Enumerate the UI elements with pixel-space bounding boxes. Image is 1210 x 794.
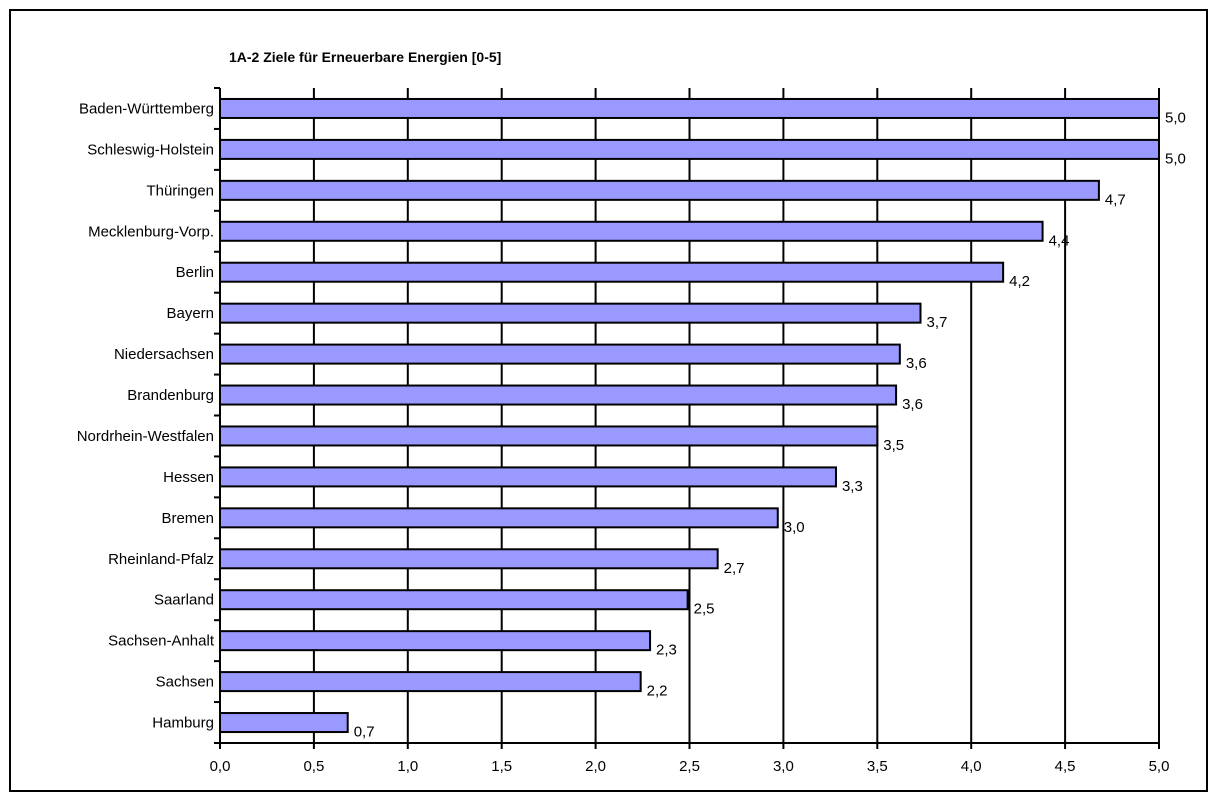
chart-title: 1A-2 Ziele für Erneuerbare Energien [0-5… xyxy=(229,49,501,65)
value-label: 3,6 xyxy=(902,396,923,413)
bar xyxy=(219,97,1160,119)
category-label: Hessen xyxy=(163,469,214,486)
bar xyxy=(219,384,898,406)
x-tick-label: 5,0 xyxy=(1149,758,1170,775)
value-label: 3,6 xyxy=(906,355,927,372)
bar xyxy=(219,671,642,693)
value-label: 3,7 xyxy=(926,314,947,331)
value-label: 3,0 xyxy=(784,519,805,536)
bar xyxy=(219,138,1160,160)
category-label: Schleswig-Holstein xyxy=(87,141,214,158)
x-tick-label: 1,5 xyxy=(491,758,512,775)
x-tick-label: 2,5 xyxy=(679,758,700,775)
axis-layer xyxy=(214,87,1159,744)
bar xyxy=(219,220,1044,242)
category-label: Bayern xyxy=(166,305,214,322)
bar xyxy=(219,589,689,611)
value-label: 4,7 xyxy=(1105,191,1126,208)
category-label: Niedersachsen xyxy=(114,346,214,363)
category-label: Bremen xyxy=(161,510,214,527)
x-tick-label: 3,5 xyxy=(867,758,888,775)
x-tick-label: 1,0 xyxy=(397,758,418,775)
category-label: Rheinland-Pfalz xyxy=(108,551,214,568)
category-label: Baden-Württemberg xyxy=(79,100,214,117)
category-label: Thüringen xyxy=(146,182,214,199)
x-tick-label: 0,5 xyxy=(303,758,324,775)
value-label: 3,5 xyxy=(883,437,904,454)
bar-layer xyxy=(219,97,1160,734)
category-label: Sachsen xyxy=(156,674,214,691)
value-label: 2,2 xyxy=(647,683,668,700)
category-label: Sachsen-Anhalt xyxy=(108,633,215,650)
bar xyxy=(219,179,1100,201)
value-label: 2,5 xyxy=(694,601,715,618)
bar xyxy=(219,261,1005,283)
category-label: Nordrhein-Westfalen xyxy=(77,428,214,445)
x-tick-label: 4,5 xyxy=(1055,758,1076,775)
value-label: 4,4 xyxy=(1049,232,1070,249)
category-label: Saarland xyxy=(154,592,214,609)
x-tick-label: 2,0 xyxy=(585,758,606,775)
category-label: Berlin xyxy=(176,264,214,281)
bar xyxy=(219,425,879,447)
bar xyxy=(219,466,837,488)
bar xyxy=(219,507,779,529)
bar xyxy=(219,630,652,652)
value-label: 5,0 xyxy=(1165,109,1186,126)
label-layer: 0,0 0,5 1,0 1,5 2,0 2,5 3,0 3,5 4,0 4,5 5,0 Baden-W… xyxy=(77,100,1186,775)
x-tick-label: 3,0 xyxy=(773,758,794,775)
value-label: 4,2 xyxy=(1009,273,1030,290)
x-tick-label: 0,0 xyxy=(210,758,231,775)
value-label: 3,3 xyxy=(842,478,863,495)
value-label: 2,7 xyxy=(724,560,745,577)
category-label: Hamburg xyxy=(152,715,214,732)
category-label: Mecklenburg-Vorp. xyxy=(88,223,214,240)
value-label: 5,0 xyxy=(1165,150,1186,167)
bar xyxy=(219,302,922,324)
category-label: Brandenburg xyxy=(127,387,214,404)
value-label: 2,3 xyxy=(656,642,677,659)
x-tick-label: 4,0 xyxy=(961,758,982,775)
value-label: 0,7 xyxy=(354,724,375,741)
bar xyxy=(219,343,901,365)
bar xyxy=(219,712,349,734)
bar xyxy=(219,548,719,570)
